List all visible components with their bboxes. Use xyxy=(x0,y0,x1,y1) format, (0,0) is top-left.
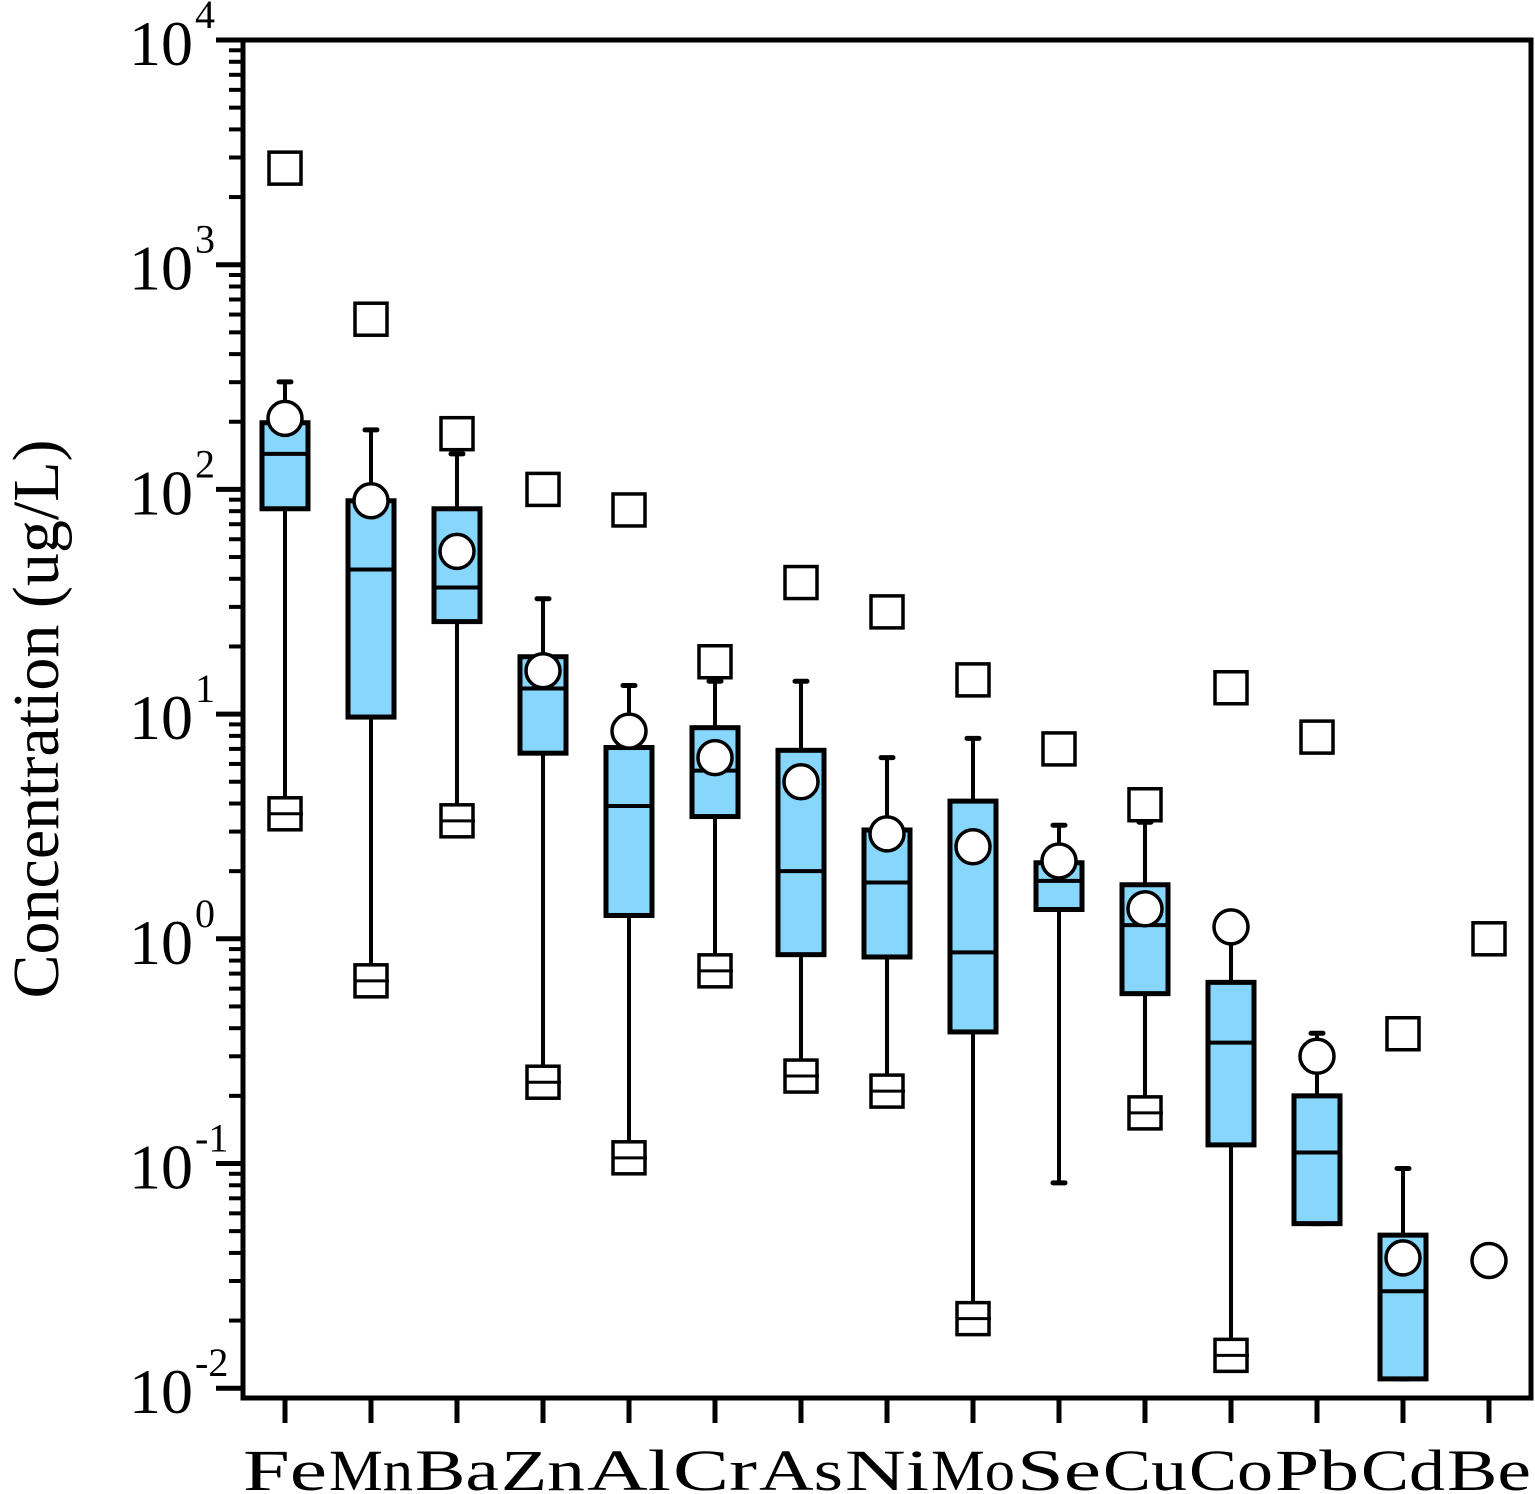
y-tick-exponent: 2 xyxy=(195,441,215,486)
mean-marker xyxy=(1040,842,1078,880)
x-category-label: Co xyxy=(1189,1438,1273,1494)
max-marker xyxy=(1041,731,1077,767)
mean-marker xyxy=(868,815,906,853)
box-mo xyxy=(947,662,999,1337)
y-tick-exponent: -1 xyxy=(195,1116,228,1161)
x-category-label: Mn xyxy=(329,1438,413,1494)
x-category-label: Fe xyxy=(243,1438,327,1494)
mean-marker xyxy=(610,712,648,750)
mean-marker xyxy=(782,762,820,801)
max-marker xyxy=(1385,1015,1421,1052)
x-category-label: Se xyxy=(1017,1438,1101,1494)
max-marker xyxy=(525,471,561,508)
max-marker xyxy=(955,662,991,698)
y-tick-label: 10 xyxy=(129,8,193,79)
x-axis-ticks xyxy=(282,1398,1492,1423)
max-marker xyxy=(353,301,389,337)
iqr-box xyxy=(345,498,397,720)
mean-marker xyxy=(1384,1239,1422,1277)
max-marker xyxy=(783,564,819,601)
y-tick-label: 10 xyxy=(129,233,193,304)
mean-marker xyxy=(1298,1037,1336,1076)
box-zn xyxy=(517,471,569,1100)
max-marker xyxy=(1127,786,1163,823)
max-marker xyxy=(1213,669,1249,706)
box-mn xyxy=(345,301,397,999)
x-category-label: Cd xyxy=(1361,1438,1445,1494)
box-cr xyxy=(689,643,741,989)
x-category-label: Ba xyxy=(415,1438,499,1494)
x-category-label: Cu xyxy=(1103,1438,1187,1494)
mean-marker xyxy=(438,532,476,571)
max-marker xyxy=(869,594,905,630)
mean-marker xyxy=(352,482,390,520)
box-ba xyxy=(431,415,483,839)
box-cd xyxy=(1377,1015,1429,1382)
box-co xyxy=(1205,669,1257,1374)
x-category-label: Pb xyxy=(1275,1438,1359,1494)
y-axis-ticks xyxy=(216,37,243,1391)
x-category-label: Mo xyxy=(931,1438,1015,1494)
max-marker xyxy=(611,492,647,528)
y-tick-label: 10 xyxy=(129,907,193,978)
box-ni xyxy=(861,594,913,1109)
box-series xyxy=(259,150,1508,1382)
mean-marker xyxy=(524,651,562,690)
y-tick-label: 10 xyxy=(129,1132,193,1203)
iqr-box xyxy=(1205,979,1257,1148)
mean-marker xyxy=(696,738,734,777)
max-marker xyxy=(697,643,733,680)
mean-marker xyxy=(1212,908,1250,946)
y-axis-title: Concentration (ug/L) xyxy=(0,439,73,998)
x-category-label: Cr xyxy=(673,1438,757,1494)
box-pb xyxy=(1291,719,1343,1227)
box-se xyxy=(1033,731,1085,1186)
max-marker xyxy=(1299,719,1335,755)
box-as xyxy=(775,564,827,1094)
y-tick-label: 10 xyxy=(129,1356,193,1427)
max-marker xyxy=(1471,921,1507,957)
mean-marker xyxy=(1126,890,1164,928)
y-tick-exponent: 4 xyxy=(195,0,215,37)
iqr-box xyxy=(1291,1093,1343,1227)
y-tick-label: 10 xyxy=(129,457,193,528)
x-category-label: Ni xyxy=(845,1438,929,1494)
x-category-label: Be xyxy=(1447,1438,1531,1494)
mean-marker xyxy=(266,399,304,438)
x-axis-category-labels: Fe Mn Ba Zn Al Cr As Ni Mo Se Cu Co Pb Cd Be xyxy=(243,1438,1531,1494)
mean-marker xyxy=(1470,1241,1508,1280)
x-category-label: Al xyxy=(587,1438,671,1494)
y-tick-exponent: 3 xyxy=(195,217,215,262)
y-tick-exponent: 1 xyxy=(195,666,215,711)
max-marker xyxy=(267,150,303,186)
y-tick-label: 10 xyxy=(129,682,193,753)
box-cu xyxy=(1119,786,1171,1131)
y-tick-exponent: -2 xyxy=(195,1340,228,1385)
mean-marker xyxy=(954,827,992,866)
box-al xyxy=(603,492,655,1176)
box-fe xyxy=(259,150,311,832)
x-category-label: Zn xyxy=(501,1438,585,1494)
box-be xyxy=(1470,921,1508,1280)
max-marker xyxy=(439,415,475,452)
x-category-label: As xyxy=(759,1438,843,1494)
y-tick-exponent: 0 xyxy=(195,891,215,936)
iqr-box xyxy=(603,745,655,918)
